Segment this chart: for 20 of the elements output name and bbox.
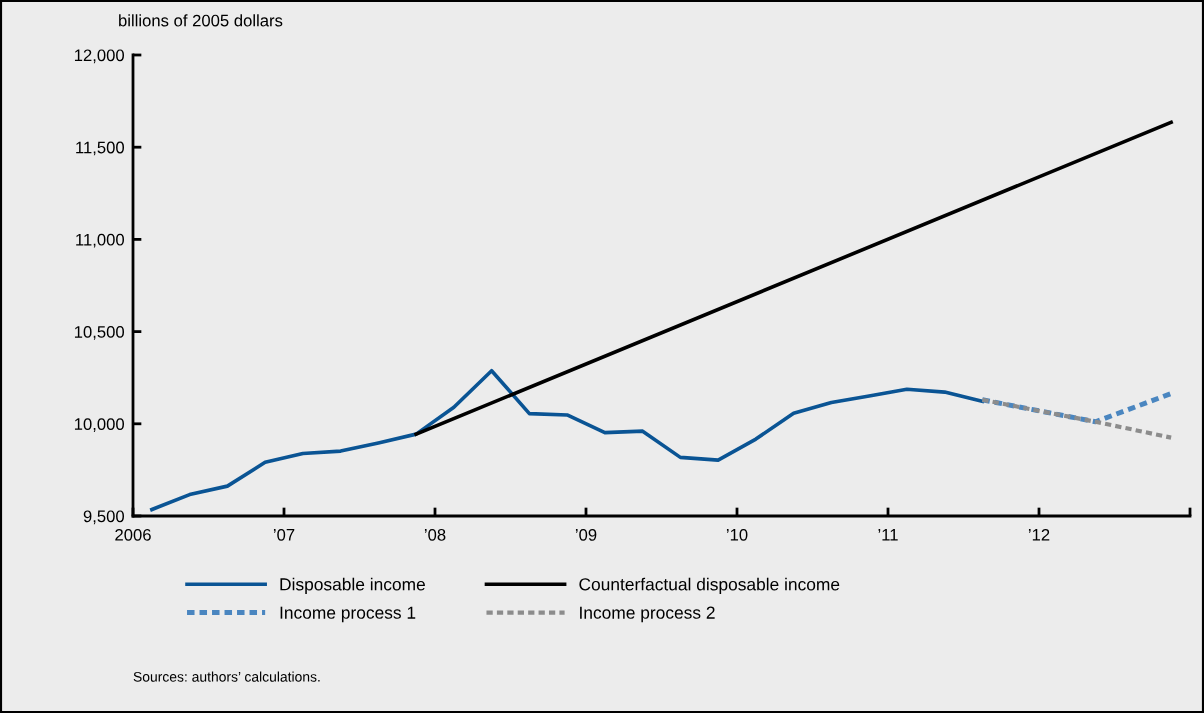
source-note: Sources: authors’ calculations. <box>133 671 320 682</box>
y-tick-label: 9,500 <box>83 510 125 525</box>
x-tick-label: ’12 <box>1028 528 1050 541</box>
legend-label: Counterfactual disposable income <box>579 577 840 594</box>
y-axis-title: billions of 2005 dollars <box>119 14 283 27</box>
x-tick-label: ’08 <box>424 528 446 541</box>
x-tick-label: 2006 <box>115 528 151 541</box>
line-series <box>150 368 985 512</box>
x-tick-label: ’11 <box>878 529 898 541</box>
y-tick-label: 10,500 <box>74 326 125 340</box>
y-tick-label: 10,000 <box>74 418 125 432</box>
legend-label: Disposable income <box>280 577 425 594</box>
legend-label: Income process 2 <box>580 606 715 623</box>
y-tick-label: 11,500 <box>76 141 125 156</box>
legend-label: Income process 1 <box>280 606 416 623</box>
x-tick-label: ’10 <box>726 528 748 541</box>
y-tick-label: 11,000 <box>76 233 125 248</box>
y-tick-label: 12,000 <box>74 49 125 64</box>
x-tick-label: ’07 <box>273 528 295 541</box>
x-tick-label: ’09 <box>575 528 597 541</box>
